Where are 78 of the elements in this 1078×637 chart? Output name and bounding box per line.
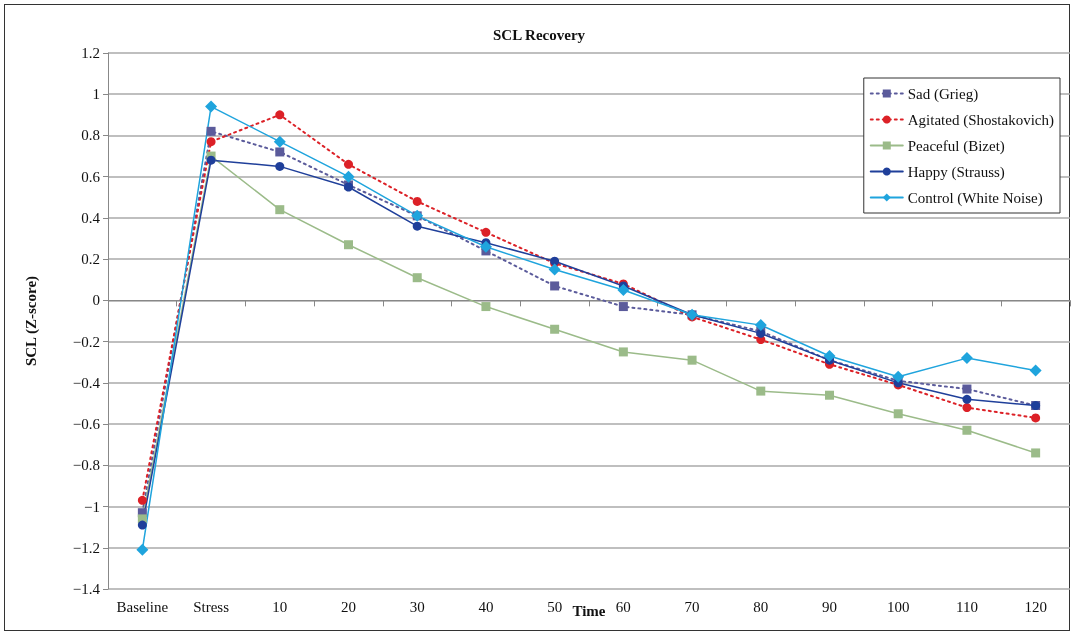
y-tick-label: −1.2 (72, 539, 100, 556)
point (962, 394, 972, 404)
legend-label: Control (White Noise) (907, 189, 1043, 207)
y-tick-label: 0.8 (81, 127, 100, 144)
x-tick-label: 110 (955, 598, 978, 615)
point (206, 155, 216, 165)
point (136, 543, 149, 556)
point (275, 161, 285, 171)
y-tick-label: −0.6 (72, 416, 101, 433)
y-tick-label: −1 (84, 498, 100, 515)
y-tick-label: 0 (92, 292, 100, 309)
y-tick-label: −0.8 (72, 457, 100, 474)
point (205, 100, 218, 113)
point (275, 110, 285, 120)
point (892, 370, 905, 383)
point (550, 281, 560, 291)
y-tick-label: 0.2 (81, 251, 100, 268)
point (137, 520, 147, 530)
legend-label: Peaceful (Bizet) (907, 137, 1005, 155)
x-tick-label: 40 (478, 598, 494, 615)
x-tick-label: 60 (615, 598, 631, 615)
point (412, 273, 422, 283)
y-tick-label: −1.4 (72, 581, 101, 597)
point (550, 324, 560, 334)
y-axis-title: SCL (Z-score) (22, 275, 40, 367)
legend-label: Sad (Grieg) (907, 85, 979, 103)
point (137, 495, 147, 505)
point (687, 355, 697, 365)
point (823, 350, 836, 363)
point (1029, 364, 1042, 377)
point (754, 319, 767, 332)
x-tick-label: 120 (1024, 598, 1047, 615)
point (618, 302, 628, 312)
point (344, 240, 353, 250)
point (206, 126, 216, 136)
point (1031, 448, 1041, 458)
point (962, 403, 972, 413)
x-tick-label: 10 (272, 598, 288, 615)
legend-label: Happy (Strauss) (907, 163, 1005, 181)
point (412, 221, 422, 231)
point (481, 227, 491, 237)
y-tick-label: 0.4 (81, 209, 101, 226)
y-tick-label: 0.6 (81, 168, 101, 185)
point (962, 425, 972, 435)
point (1031, 413, 1041, 423)
point (275, 205, 285, 215)
point (548, 263, 561, 276)
point (412, 196, 422, 206)
point (481, 302, 491, 312)
point (342, 170, 355, 183)
x-tick-label: Baseline (116, 598, 169, 615)
point (479, 240, 492, 253)
y-tick-label: −0.2 (72, 333, 100, 350)
x-tick-label: 30 (409, 598, 425, 615)
x-tick-label: 70 (684, 598, 700, 615)
point (962, 384, 972, 394)
point (618, 347, 628, 357)
x-tick-label: 20 (341, 598, 356, 615)
point (960, 352, 973, 365)
x-tick-label: 100 (886, 598, 910, 615)
point (756, 386, 766, 396)
point (275, 147, 285, 157)
x-axis-title: Time (572, 602, 606, 619)
point (893, 409, 903, 419)
x-tick-label: 80 (753, 598, 769, 615)
y-tick-label: −0.4 (72, 374, 101, 391)
y-tick-label: 1 (92, 86, 100, 103)
point (825, 390, 834, 400)
point (273, 135, 286, 148)
chart-title: SCL Recovery (492, 26, 586, 43)
point (344, 159, 353, 169)
point (206, 137, 216, 147)
x-tick-label: 50 (547, 598, 563, 615)
y-tick-label: 1.2 (81, 45, 100, 61)
x-tick-label: 90 (822, 598, 837, 615)
legend-label: Agitated (Shostakovich) (907, 111, 1055, 129)
point (617, 284, 630, 297)
x-tick-label: Stress (193, 598, 230, 615)
